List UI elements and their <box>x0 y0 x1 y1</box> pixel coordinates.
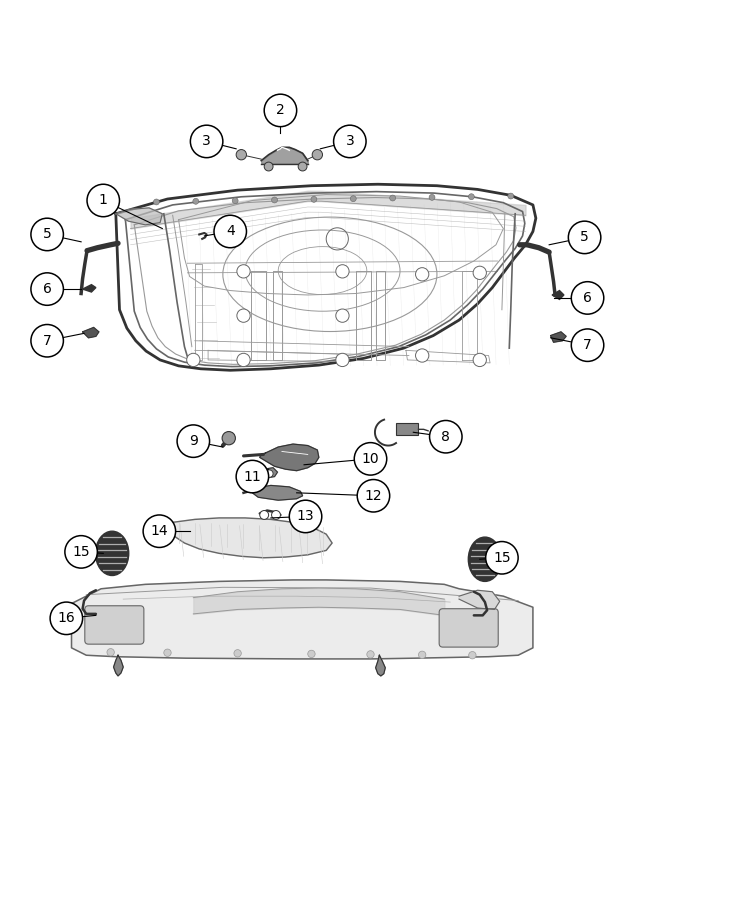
Circle shape <box>31 325 64 357</box>
Circle shape <box>430 420 462 453</box>
Polygon shape <box>113 655 123 676</box>
Circle shape <box>367 651 374 658</box>
Circle shape <box>222 431 236 445</box>
Circle shape <box>298 162 307 171</box>
Circle shape <box>429 194 435 201</box>
Polygon shape <box>551 332 566 342</box>
Circle shape <box>473 354 486 366</box>
Circle shape <box>308 650 315 658</box>
Text: 11: 11 <box>244 470 262 483</box>
Circle shape <box>333 125 366 158</box>
Text: 6: 6 <box>583 291 592 305</box>
Circle shape <box>336 309 349 322</box>
Polygon shape <box>260 444 319 471</box>
Text: 10: 10 <box>362 452 379 466</box>
Bar <box>396 423 419 436</box>
Circle shape <box>336 265 349 278</box>
Circle shape <box>87 184 119 217</box>
Circle shape <box>65 536 97 568</box>
Text: 3: 3 <box>202 134 211 148</box>
Circle shape <box>214 215 247 248</box>
Circle shape <box>336 354 349 366</box>
Circle shape <box>193 198 199 204</box>
Circle shape <box>272 197 277 202</box>
Circle shape <box>31 273 64 305</box>
Text: 12: 12 <box>365 489 382 503</box>
Circle shape <box>237 354 250 366</box>
Text: 15: 15 <box>493 551 511 565</box>
Circle shape <box>469 652 476 659</box>
Text: 5: 5 <box>43 228 52 241</box>
Polygon shape <box>459 590 499 609</box>
Circle shape <box>236 460 269 493</box>
Circle shape <box>237 309 250 322</box>
Circle shape <box>571 282 604 314</box>
Circle shape <box>143 515 176 547</box>
Circle shape <box>234 650 242 657</box>
Circle shape <box>357 480 390 512</box>
Circle shape <box>236 149 247 160</box>
Text: 8: 8 <box>442 429 451 444</box>
Circle shape <box>265 94 296 127</box>
Polygon shape <box>116 208 162 225</box>
Text: 1: 1 <box>99 194 107 208</box>
Circle shape <box>354 443 387 475</box>
Polygon shape <box>376 655 385 676</box>
Text: 5: 5 <box>580 230 589 245</box>
Text: 13: 13 <box>296 509 314 524</box>
Circle shape <box>177 425 210 457</box>
Circle shape <box>232 198 238 203</box>
Text: 7: 7 <box>43 334 52 347</box>
Polygon shape <box>262 468 277 478</box>
Circle shape <box>508 194 514 199</box>
Circle shape <box>473 266 486 280</box>
Polygon shape <box>167 518 332 558</box>
Circle shape <box>266 470 273 477</box>
Circle shape <box>568 221 601 254</box>
Circle shape <box>390 195 396 201</box>
Circle shape <box>107 649 114 656</box>
Polygon shape <box>552 291 564 300</box>
Polygon shape <box>82 284 96 292</box>
Circle shape <box>187 354 200 366</box>
Text: 3: 3 <box>345 134 354 148</box>
Ellipse shape <box>468 537 502 581</box>
Circle shape <box>571 328 604 362</box>
Circle shape <box>468 194 474 200</box>
Circle shape <box>265 162 273 171</box>
Circle shape <box>31 218 64 251</box>
Text: 2: 2 <box>276 104 285 117</box>
Text: 6: 6 <box>43 282 52 296</box>
Circle shape <box>237 265 250 278</box>
Text: 14: 14 <box>150 524 168 538</box>
Circle shape <box>312 149 322 160</box>
Polygon shape <box>72 580 533 659</box>
Circle shape <box>419 651 426 659</box>
Circle shape <box>153 199 159 205</box>
FancyBboxPatch shape <box>84 606 144 644</box>
Text: 9: 9 <box>189 434 198 448</box>
Circle shape <box>260 510 269 519</box>
FancyBboxPatch shape <box>439 608 498 647</box>
Text: 7: 7 <box>583 338 592 352</box>
Ellipse shape <box>96 531 129 575</box>
Circle shape <box>190 125 223 158</box>
Circle shape <box>485 542 518 574</box>
Text: 15: 15 <box>73 544 90 559</box>
Text: 4: 4 <box>226 224 235 238</box>
Circle shape <box>164 649 171 656</box>
Circle shape <box>350 195 356 202</box>
Text: 16: 16 <box>58 611 76 625</box>
Circle shape <box>416 267 429 281</box>
Circle shape <box>289 500 322 533</box>
Polygon shape <box>253 485 302 500</box>
Circle shape <box>50 602 82 634</box>
Circle shape <box>311 196 317 202</box>
Circle shape <box>416 349 429 362</box>
Polygon shape <box>82 328 99 338</box>
Circle shape <box>272 510 280 519</box>
